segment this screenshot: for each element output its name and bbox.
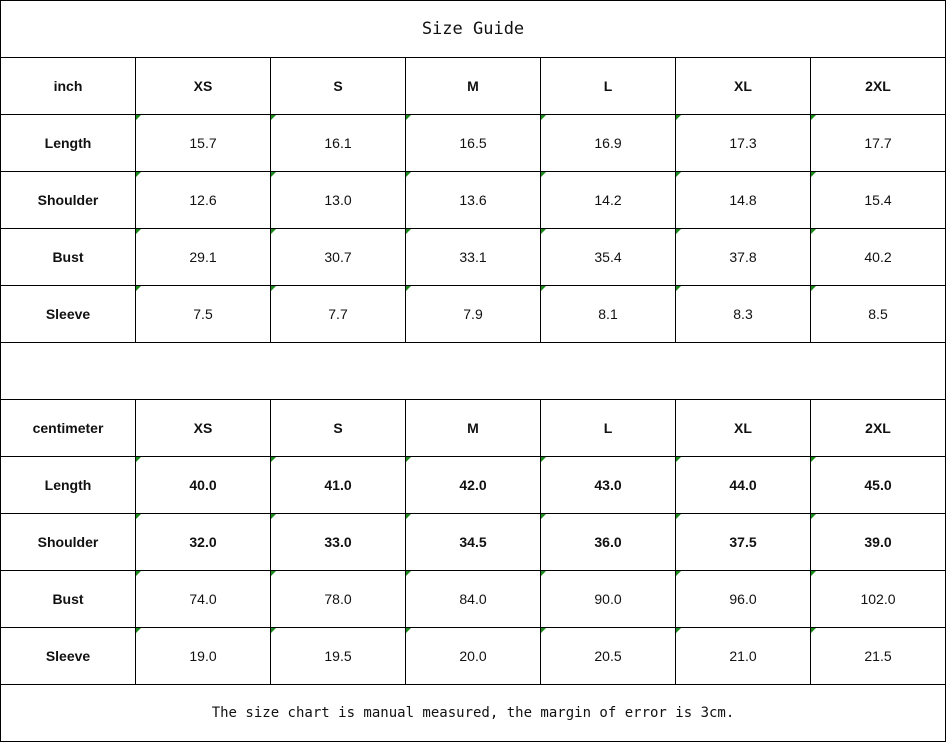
note-row: The size chart is manual measured, the m… <box>0 684 946 742</box>
measurement-cell[interactable]: 12.6 <box>135 171 271 229</box>
size-header-m[interactable]: M <box>405 399 541 457</box>
table-row: Sleeve 19.0 19.5 20.0 20.5 21.0 21.5 <box>0 627 946 685</box>
measurement-cell[interactable]: 7.5 <box>135 285 271 343</box>
measurement-cell[interactable]: 34.5 <box>405 513 541 571</box>
row-label-shoulder[interactable]: Shoulder <box>0 513 136 571</box>
measurement-cell[interactable]: 20.5 <box>540 627 676 685</box>
measurement-cell[interactable]: 43.0 <box>540 456 676 514</box>
measurement-cell[interactable]: 102.0 <box>810 570 946 628</box>
measurement-cell[interactable]: 20.0 <box>405 627 541 685</box>
table-row: Bust 74.0 78.0 84.0 90.0 96.0 102.0 <box>0 570 946 628</box>
table-row: Shoulder 32.0 33.0 34.5 36.0 37.5 39.0 <box>0 513 946 571</box>
row-label-sleeve[interactable]: Sleeve <box>0 285 136 343</box>
unit-label[interactable]: inch <box>0 57 136 115</box>
row-label-length[interactable]: Length <box>0 114 136 172</box>
measurement-cell[interactable]: 40.2 <box>810 228 946 286</box>
measurement-cell[interactable]: 45.0 <box>810 456 946 514</box>
measurement-cell[interactable]: 8.5 <box>810 285 946 343</box>
size-header-xs[interactable]: XS <box>135 399 271 457</box>
measurement-cell[interactable]: 14.2 <box>540 171 676 229</box>
measurement-cell[interactable]: 33.0 <box>270 513 406 571</box>
inch-header-row: inch XS S M L XL 2XL <box>0 57 946 115</box>
measurement-cell[interactable]: 39.0 <box>810 513 946 571</box>
table-row: Sleeve 7.5 7.7 7.9 8.1 8.3 8.5 <box>0 285 946 343</box>
measurement-cell[interactable]: 16.9 <box>540 114 676 172</box>
measurement-cell[interactable]: 8.3 <box>675 285 811 343</box>
measurement-cell[interactable]: 7.9 <box>405 285 541 343</box>
size-header-s[interactable]: S <box>270 399 406 457</box>
size-header-xs[interactable]: XS <box>135 57 271 115</box>
size-header-l[interactable]: L <box>540 399 676 457</box>
size-header-s[interactable]: S <box>270 57 406 115</box>
measurement-cell[interactable]: 15.7 <box>135 114 271 172</box>
table-row: Length 40.0 41.0 42.0 43.0 44.0 45.0 <box>0 456 946 514</box>
centimeter-header-row: centimeter XS S M L XL 2XL <box>0 399 946 457</box>
measurement-cell[interactable]: 16.5 <box>405 114 541 172</box>
spacer-row <box>0 342 946 400</box>
measurement-cell[interactable]: 37.8 <box>675 228 811 286</box>
measurement-cell[interactable]: 42.0 <box>405 456 541 514</box>
measurement-cell[interactable]: 36.0 <box>540 513 676 571</box>
size-header-2xl[interactable]: 2XL <box>810 57 946 115</box>
page-title[interactable]: Size Guide <box>0 0 946 58</box>
measurement-cell[interactable]: 33.1 <box>405 228 541 286</box>
measurement-cell[interactable]: 7.7 <box>270 285 406 343</box>
size-header-m[interactable]: M <box>405 57 541 115</box>
unit-label[interactable]: centimeter <box>0 399 136 457</box>
measurement-cell[interactable]: 90.0 <box>540 570 676 628</box>
title-row: Size Guide <box>0 0 946 58</box>
table-row: Shoulder 12.6 13.0 13.6 14.2 14.8 15.4 <box>0 171 946 229</box>
measurement-cell[interactable]: 8.1 <box>540 285 676 343</box>
measurement-cell[interactable]: 15.4 <box>810 171 946 229</box>
measurement-cell[interactable]: 84.0 <box>405 570 541 628</box>
measurement-cell[interactable]: 16.1 <box>270 114 406 172</box>
measurement-cell[interactable]: 41.0 <box>270 456 406 514</box>
size-header-l[interactable]: L <box>540 57 676 115</box>
measurement-cell[interactable]: 21.0 <box>675 627 811 685</box>
measurement-note[interactable]: The size chart is manual measured, the m… <box>0 684 946 742</box>
measurement-cell[interactable]: 13.0 <box>270 171 406 229</box>
measurement-cell[interactable]: 40.0 <box>135 456 271 514</box>
row-label-bust[interactable]: Bust <box>0 570 136 628</box>
row-label-shoulder[interactable]: Shoulder <box>0 171 136 229</box>
empty-spacer-cell[interactable] <box>0 342 946 400</box>
row-label-sleeve[interactable]: Sleeve <box>0 627 136 685</box>
measurement-cell[interactable]: 19.0 <box>135 627 271 685</box>
size-header-2xl[interactable]: 2XL <box>810 399 946 457</box>
row-label-length[interactable]: Length <box>0 456 136 514</box>
measurement-cell[interactable]: 13.6 <box>405 171 541 229</box>
measurement-cell[interactable]: 30.7 <box>270 228 406 286</box>
measurement-cell[interactable]: 17.3 <box>675 114 811 172</box>
measurement-cell[interactable]: 74.0 <box>135 570 271 628</box>
measurement-cell[interactable]: 32.0 <box>135 513 271 571</box>
measurement-cell[interactable]: 19.5 <box>270 627 406 685</box>
measurement-cell[interactable]: 35.4 <box>540 228 676 286</box>
measurement-cell[interactable]: 44.0 <box>675 456 811 514</box>
table-row: Length 15.7 16.1 16.5 16.9 17.3 17.7 <box>0 114 946 172</box>
size-header-xl[interactable]: XL <box>675 57 811 115</box>
measurement-cell[interactable]: 21.5 <box>810 627 946 685</box>
measurement-cell[interactable]: 96.0 <box>675 570 811 628</box>
measurement-cell[interactable]: 29.1 <box>135 228 271 286</box>
measurement-cell[interactable]: 17.7 <box>810 114 946 172</box>
table-row: Bust 29.1 30.7 33.1 35.4 37.8 40.2 <box>0 228 946 286</box>
measurement-cell[interactable]: 78.0 <box>270 570 406 628</box>
row-label-bust[interactable]: Bust <box>0 228 136 286</box>
measurement-cell[interactable]: 37.5 <box>675 513 811 571</box>
measurement-cell[interactable]: 14.8 <box>675 171 811 229</box>
size-header-xl[interactable]: XL <box>675 399 811 457</box>
